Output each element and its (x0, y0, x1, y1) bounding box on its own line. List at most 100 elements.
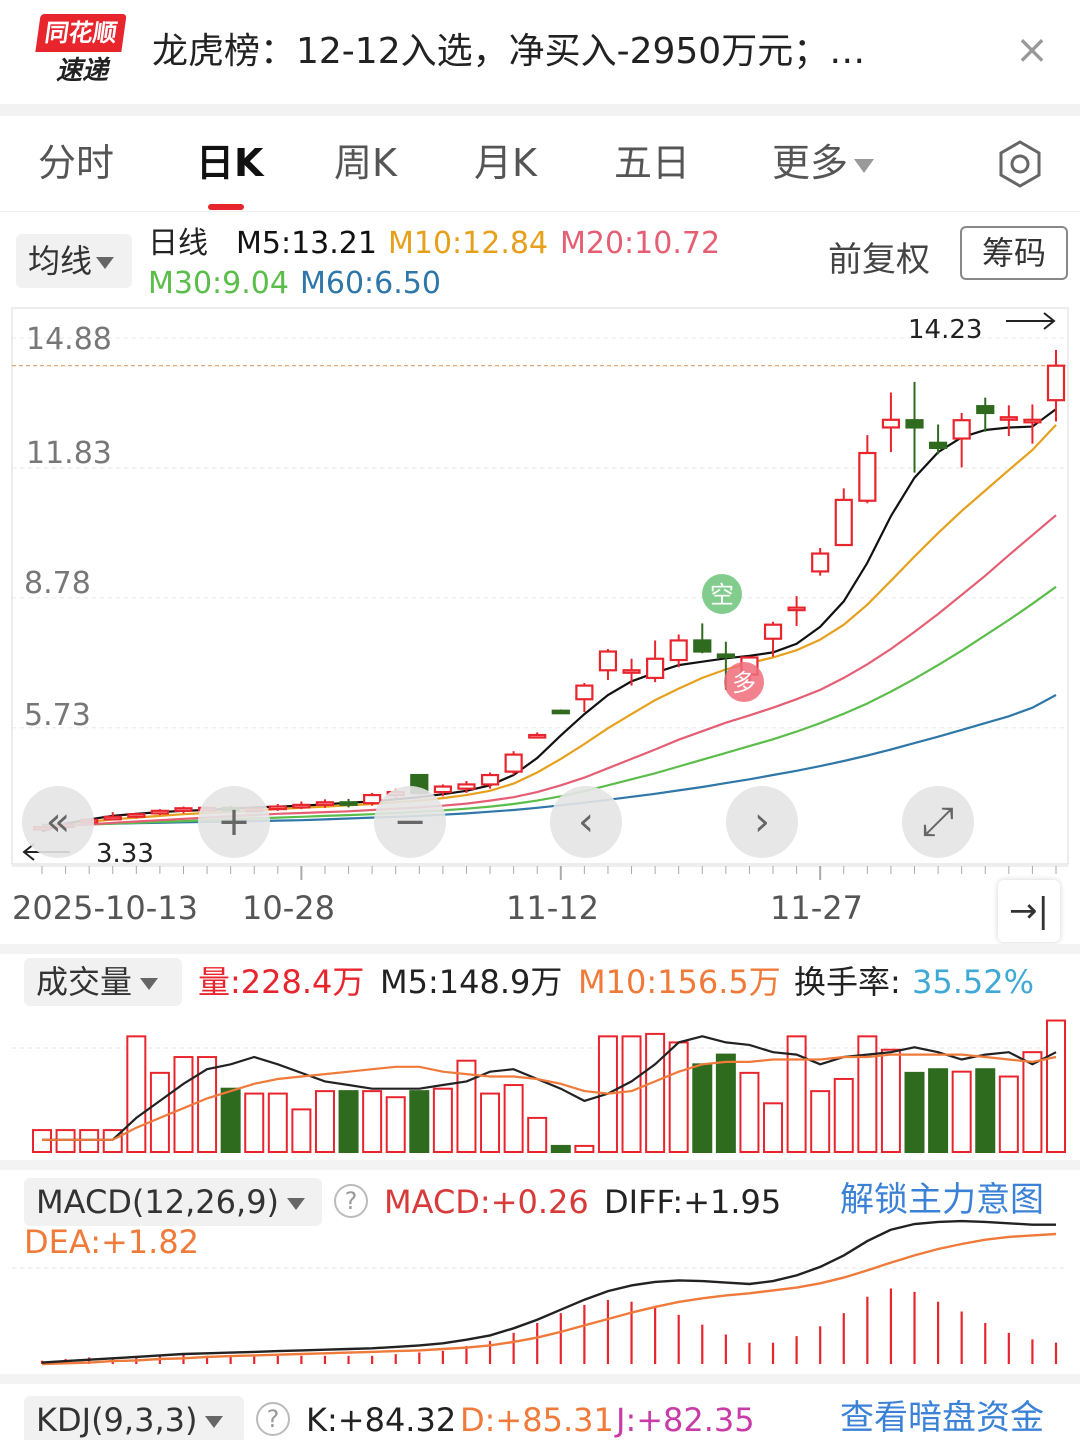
logo-bottom-text: 速递 (55, 56, 108, 86)
volume-bar (739, 1071, 760, 1153)
volume-bar (857, 1035, 878, 1153)
date-axis-label: 2025-10-13 (12, 889, 198, 927)
volume-bar (527, 1116, 548, 1153)
volume-bar (55, 1129, 76, 1154)
candle (834, 498, 853, 547)
chevron-down-icon (96, 257, 115, 269)
candle (575, 684, 594, 701)
volume-bar (975, 1068, 996, 1153)
candle (811, 552, 830, 573)
volume-bar (314, 1090, 335, 1153)
ma60-value: M60:6.50 (300, 266, 441, 301)
kdj-k-value: K:+84.32 (306, 1401, 457, 1439)
ma10-value: M10:12.84 (388, 226, 549, 261)
chevron-down-icon (287, 1198, 306, 1210)
candle (551, 709, 570, 715)
tab-five-day[interactable]: 五日 (614, 141, 691, 185)
view-dark-pool-link[interactable]: 查看暗盘资金 (840, 1398, 1044, 1438)
tab-more[interactable]: 更多 (772, 138, 875, 188)
volume-m10: M10:156.5万 (578, 963, 781, 1001)
indicator-select-ma[interactable]: 均线 (16, 234, 132, 288)
candle (339, 801, 358, 806)
kline-chart[interactable]: 14.23 3.33 空多 (0, 0, 1080, 880)
tab-weekly-k[interactable]: 周K (334, 141, 397, 185)
tab-intraday[interactable]: 分时 (38, 141, 115, 185)
volume-bar (1046, 1019, 1066, 1153)
fullscreen-button[interactable]: ⤢ (902, 786, 974, 858)
chevron-down-icon (140, 978, 159, 990)
arrow-right-icon (1043, 312, 1056, 330)
unlock-main-intent-link[interactable]: 解锁主力意图 (840, 1180, 1044, 1220)
tab-daily-k[interactable]: 日K (196, 141, 264, 185)
scroll-right-button[interactable]: › (726, 786, 798, 858)
volume-ma10-line (42, 1053, 1057, 1141)
help-icon[interactable]: ? (334, 1184, 368, 1218)
chips-button[interactable]: 筹码 (960, 226, 1068, 280)
indicator-select-macd[interactable]: MACD(12,26,9) (24, 1178, 322, 1226)
candle (999, 416, 1018, 421)
volume-bar (362, 1090, 383, 1153)
volume-value: 量:228.4万 (198, 963, 365, 1001)
zoom-in-button[interactable]: + (198, 786, 270, 858)
macd-value: MACD:+0.26 (384, 1183, 589, 1221)
volume-bar (338, 1090, 359, 1153)
candle (763, 623, 783, 640)
candle (669, 639, 688, 662)
tab-monthly-k[interactable]: 月K (474, 141, 537, 185)
kdj-d-value: D:+85.31 (460, 1401, 614, 1439)
news-banner[interactable]: 同花顺 速递 龙虎榜：12-12入选，净买入-2950万元；… × (0, 0, 1080, 104)
ma-select-label: 均线 (28, 242, 93, 280)
candle (457, 783, 476, 790)
volume-bar (1022, 1051, 1043, 1153)
candle (976, 405, 995, 415)
volume-chart[interactable] (0, 1000, 1080, 1160)
chart-frame (11, 307, 1069, 865)
candle (646, 657, 665, 680)
price-axis-label: 11.83 (26, 436, 112, 471)
settings-gear-icon[interactable] (996, 140, 1044, 188)
arrow-left-icon (22, 843, 35, 861)
period-label: 日线 (148, 226, 208, 261)
zoom-out-button[interactable]: − (374, 786, 446, 858)
candle (858, 451, 877, 502)
macd-select-label: MACD(12,26,9) (36, 1183, 280, 1221)
volume-bar (503, 1084, 524, 1153)
indicator-select-kdj[interactable]: KDJ(9,3,3) (24, 1396, 244, 1440)
close-icon[interactable]: × (1015, 27, 1049, 73)
jump-to-latest-button[interactable]: →| (998, 880, 1060, 942)
candle (268, 805, 287, 811)
ma20-value: M20:10.72 (560, 226, 721, 261)
volume-bar (149, 1071, 170, 1153)
help-icon[interactable]: ? (256, 1402, 290, 1436)
ma5-value: M5:13.21 (236, 226, 377, 261)
candle (127, 813, 146, 818)
volume-bar (998, 1075, 1019, 1153)
long-signal-bubble (724, 662, 764, 702)
turnover-label: 换手率: (794, 963, 901, 1001)
candle (433, 785, 452, 794)
volume-bar (32, 1129, 52, 1154)
volume-bar (904, 1071, 925, 1153)
indicator-select-volume[interactable]: 成交量 (24, 958, 182, 1006)
high-price-marker: 14.23 (908, 315, 982, 345)
volume-bar (810, 1090, 831, 1153)
candle (504, 753, 523, 773)
banner-title[interactable]: 龙虎榜：12-12入选，净买入-2950万元；… (152, 31, 866, 72)
volume-bar (197, 1056, 218, 1153)
candle (598, 650, 618, 672)
adjust-mode[interactable]: 前复权 (828, 240, 930, 280)
volume-bar (880, 1048, 901, 1154)
candle (292, 803, 311, 809)
macd-chart[interactable] (0, 1206, 1080, 1372)
price-axis-label: 8.78 (24, 566, 91, 601)
volume-bar (79, 1129, 100, 1154)
volume-bar (928, 1068, 949, 1153)
volume-bar (409, 1090, 430, 1153)
candle (174, 807, 193, 812)
volume-bar (574, 1144, 595, 1153)
volume-bar (692, 1063, 713, 1153)
scroll-left-button[interactable]: ‹ (550, 786, 622, 858)
volume-bar (480, 1092, 501, 1153)
short-signal-label: 空 (710, 581, 734, 609)
scroll-left-fast-button[interactable]: « (22, 786, 94, 858)
